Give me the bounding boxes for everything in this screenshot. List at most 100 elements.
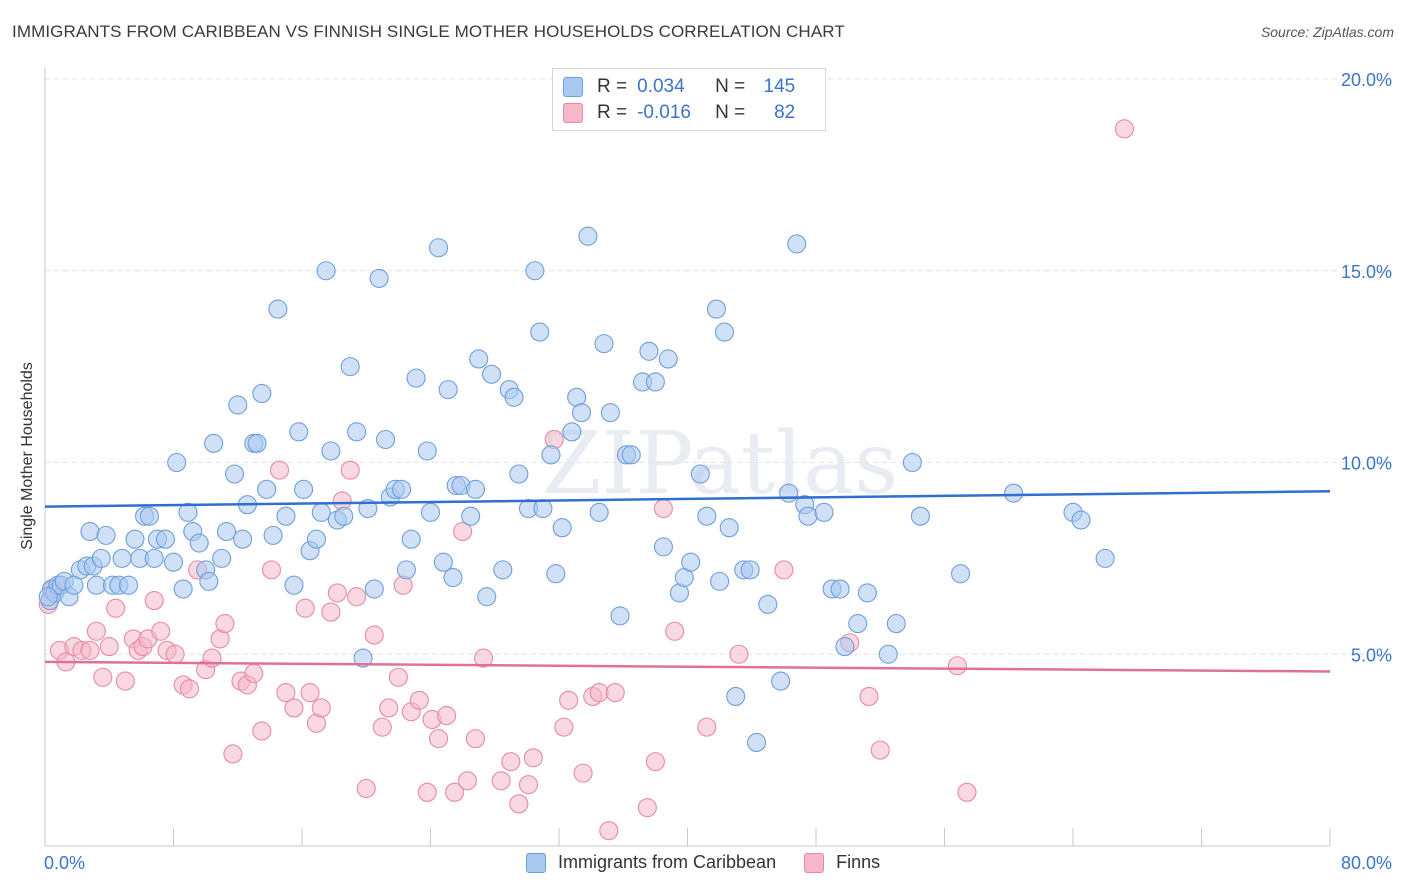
legend-n-value: 82: [774, 102, 796, 123]
caribbean-point-92: [541, 445, 561, 465]
finns-point-69: [559, 690, 579, 710]
finns-point-86: [957, 782, 977, 802]
legend-row-finns: R = -0.016 N = 82: [563, 100, 795, 126]
finns-point-50: [393, 575, 413, 595]
caribbean-point-114: [697, 506, 717, 526]
series-swatch-finns: [804, 852, 825, 873]
caribbean-point-140: [1004, 483, 1024, 503]
axes: [44, 68, 1331, 847]
caribbean-point-10: [80, 521, 100, 542]
caribbean-point-89: [525, 261, 545, 281]
caribbean-point-95: [562, 422, 582, 442]
caribbean-point-60: [353, 648, 373, 668]
caribbean-point-121: [740, 560, 760, 580]
caribbean-point-33: [199, 571, 219, 591]
finns-point-68: [554, 717, 574, 737]
caribbean-point-47: [276, 506, 296, 526]
correlation-legend: R = 0.034 N = 145 R = -0.016 N = 82: [552, 68, 826, 131]
caribbean-point-49: [289, 422, 309, 442]
caribbean-point-72: [420, 502, 441, 522]
finns-point-40: [321, 602, 341, 622]
finns-point-16: [144, 591, 164, 611]
finns-point-66: [523, 748, 543, 768]
caribbean-point-83: [481, 364, 502, 384]
caribbean-point-125: [779, 483, 799, 503]
legend-r-label: R =: [597, 76, 628, 97]
caribbean-point-22: [139, 506, 159, 526]
finns-point-44: [347, 587, 367, 607]
caribbean-point-87: [509, 464, 529, 484]
caribbean-point-12: [86, 575, 106, 595]
legend-row-caribbean: R = 0.034 N = 145: [563, 74, 795, 100]
finns-point-17: [151, 621, 171, 641]
caribbean-point-19: [125, 529, 145, 549]
caribbean-point-67: [392, 479, 412, 499]
legend-r-label: R =: [597, 102, 628, 123]
finns-point-53: [417, 782, 437, 802]
finns-point-6: [80, 640, 100, 660]
y-tick-label-1: 10.0%: [1341, 454, 1392, 474]
caribbean-point-99: [589, 502, 609, 522]
legend-swatch-finns: [563, 103, 583, 123]
caribbean-point-82: [477, 587, 497, 607]
finns-point-8: [93, 667, 113, 687]
finns-point-62: [491, 771, 511, 791]
caribbean-point-44: [257, 479, 277, 499]
caribbean-point-144: [38, 587, 58, 607]
finns-point-9: [99, 637, 119, 657]
series-legend-finns[interactable]: Finns: [804, 852, 880, 873]
caribbean-point-101: [600, 403, 620, 423]
finns-point-43: [340, 460, 360, 480]
caribbean-point-63: [369, 268, 389, 288]
finns-point-73: [599, 821, 619, 841]
x-tick-label-0: 0.0%: [44, 853, 85, 873]
finns-point-37: [300, 683, 320, 703]
caribbean-point-93: [546, 564, 566, 584]
gridlines: [45, 78, 1394, 655]
caribbean-point-143: [1095, 548, 1115, 568]
finns-point-76: [645, 752, 665, 772]
caribbean-point-116: [710, 571, 730, 591]
finns-point-74: [605, 683, 625, 703]
caribbean-point-25: [155, 529, 176, 549]
caribbean-point-34: [204, 433, 224, 453]
caribbean-point-122: [747, 732, 767, 753]
finns-point-48: [379, 698, 399, 718]
finns-point-41: [327, 583, 347, 603]
caribbean-point-76: [443, 567, 463, 588]
caribbean-point-115: [706, 299, 726, 319]
finns-point-78: [665, 621, 685, 641]
finns-point-19: [165, 644, 185, 664]
finns-point-55: [428, 729, 449, 749]
finns-point-30: [244, 663, 264, 683]
legend-n-label: N =: [715, 102, 746, 123]
caribbean-point-86: [504, 387, 524, 407]
caribbean-point-70: [406, 368, 426, 388]
caribbean-point-136: [886, 614, 906, 634]
caribbean-point-132: [835, 637, 855, 657]
series-label-finns: Finns: [836, 852, 881, 872]
series-legend-caribbean[interactable]: Immigrants from Caribbean: [526, 852, 776, 873]
finns-point-64: [509, 794, 529, 814]
caribbean-point-139: [951, 564, 971, 584]
caribbean-point-26: [163, 552, 184, 572]
caribbean-point-36: [216, 521, 237, 542]
finns-point-63: [501, 752, 521, 772]
caribbean-point-13: [91, 548, 111, 568]
finns-point-56: [437, 706, 457, 726]
caribbean-point-43: [252, 383, 272, 404]
caribbean-point-52: [306, 529, 327, 549]
caribbean-point-18: [118, 575, 139, 595]
legend-swatch-caribbean: [563, 77, 583, 97]
caribbean-point-84: [493, 560, 513, 580]
finns-point-31: [252, 721, 272, 741]
finns-point-84: [870, 740, 890, 760]
caribbean-point-69: [401, 529, 421, 549]
caribbean-point-113: [690, 464, 710, 484]
finns-point-83: [859, 686, 879, 706]
finns-point-79: [697, 717, 717, 737]
legend-n-value: 145: [763, 76, 796, 97]
caribbean-point-46: [268, 299, 288, 319]
caribbean-point-128: [798, 506, 818, 526]
